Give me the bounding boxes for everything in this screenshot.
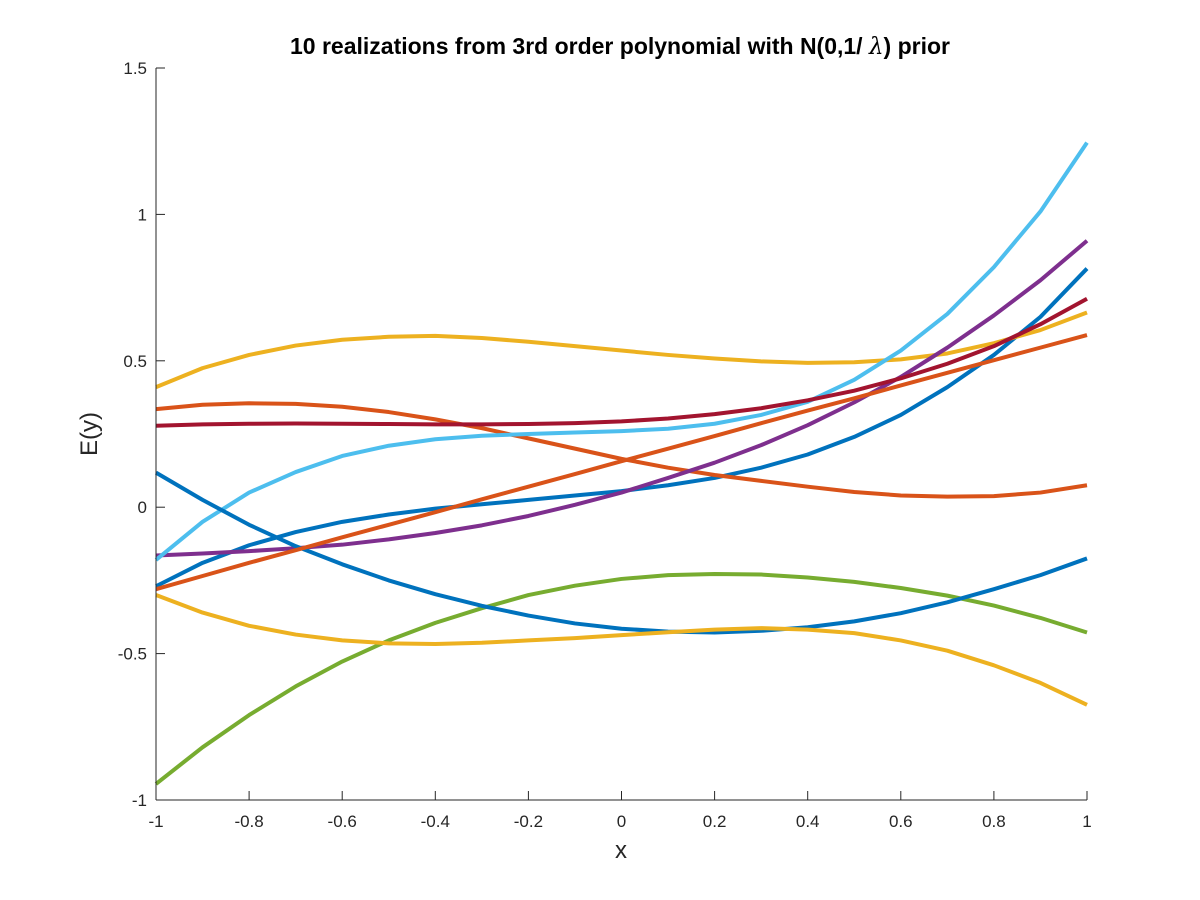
series-line-2: [155, 401, 1088, 499]
x-tick-label: 0.6: [889, 812, 913, 831]
x-tick-label: -0.2: [514, 812, 543, 831]
x-tick-label: 0.2: [703, 812, 727, 831]
x-tick-label: 1: [1082, 812, 1091, 831]
y-tick-label: 0.5: [123, 352, 147, 371]
x-tick-label: -0.8: [234, 812, 263, 831]
series-line-8: [154, 470, 1088, 635]
chart-title-lambda: λ: [868, 34, 884, 60]
series-line-4: [155, 239, 1089, 558]
chart-title-text: 10 realizations from 3rd order polynomia…: [290, 33, 869, 59]
series-layer: [154, 141, 1089, 786]
y-axis-label: E(y): [76, 412, 103, 456]
x-tick-label: 0.8: [982, 812, 1006, 831]
series-line-7: [155, 296, 1088, 428]
y-tick-label: -0.5: [118, 645, 147, 664]
x-tick-label: -0.6: [328, 812, 357, 831]
axes-layer: -1 -0.8 -0.6 -0.4 -0.2 0 0.2 0.4 0.6 0.8 1 -1 -0.5 0 0…: [118, 59, 1092, 831]
x-tick-label: -1: [148, 812, 163, 831]
y-tick-label: -1: [132, 791, 147, 810]
y-tick-label: 1.5: [123, 59, 147, 78]
x-tick-label: 0: [617, 812, 626, 831]
series-line-6: [154, 141, 1089, 562]
x-tick-label: 0.4: [796, 812, 820, 831]
y-tick-label: 1: [138, 205, 147, 224]
series-line-10: [155, 593, 1088, 707]
x-axis-label: x: [615, 837, 627, 864]
chart-title-suffix: ) prior: [884, 33, 950, 59]
chart-title: 10 realizations from 3rd order polynomia…: [290, 33, 950, 60]
series-line-9: [155, 333, 1088, 592]
y-tick-label: 0: [138, 498, 147, 517]
x-tick-label: -0.4: [421, 812, 450, 831]
series-line-5: [154, 571, 1088, 786]
